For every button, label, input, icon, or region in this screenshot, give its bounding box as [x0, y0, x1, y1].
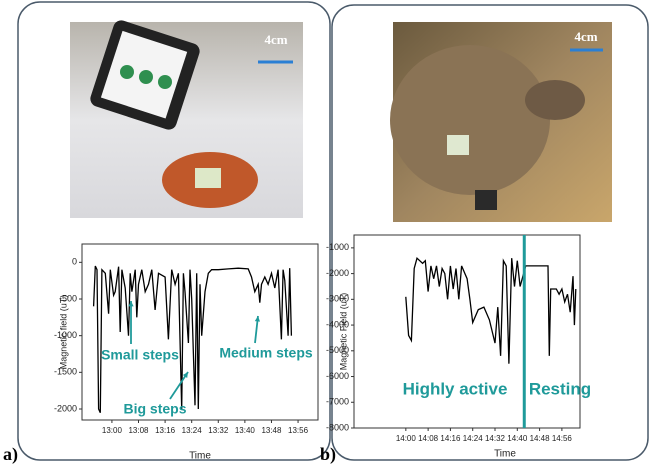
x-tick-label: 14:08 — [418, 434, 439, 443]
annotation: Resting — [529, 379, 591, 398]
x-tick-label: 13:40 — [235, 426, 256, 435]
y-tick-label: -5000 — [326, 345, 349, 355]
annotation-arrowhead — [254, 316, 260, 322]
x-tick-label: 14:16 — [440, 434, 461, 443]
annotation: Big steps — [123, 401, 186, 417]
x-tick-label: 13:00 — [102, 426, 123, 435]
panel-frame — [331, 4, 649, 461]
x-axis-label: Time — [189, 451, 211, 462]
annotation: Medium steps — [219, 345, 313, 361]
x-tick-label: 14:48 — [530, 434, 551, 443]
y-tick-label: -1000 — [54, 330, 77, 340]
annotation-arrowhead — [128, 301, 134, 307]
y-tick-label: -3000 — [326, 294, 349, 304]
x-tick-label: 13:08 — [128, 426, 149, 435]
x-tick-label: 14:24 — [463, 434, 484, 443]
annotation-arrow — [169, 371, 189, 400]
x-tick-label: 14:40 — [507, 434, 528, 443]
y-tick-label: -6000 — [326, 371, 349, 381]
plot-area — [353, 234, 581, 429]
y-tick-label: -500 — [59, 293, 77, 303]
scale-label: 4cm — [264, 32, 287, 47]
x-tick-label: 13:32 — [208, 426, 229, 435]
panel-frame — [17, 1, 331, 461]
x-tick-label: 13:56 — [288, 426, 309, 435]
y-axis-label: Magnetic Field (uT) — [338, 293, 348, 371]
data-line — [92, 265, 293, 413]
annotation: Highly active — [403, 379, 508, 398]
x-axis-label: Time — [494, 449, 516, 460]
y-tick-label: -2000 — [54, 403, 77, 413]
x-tick-label: 14:56 — [552, 434, 573, 443]
photo: 4cm — [390, 22, 612, 222]
plot-area — [81, 243, 319, 421]
y-tick-label: 0 — [72, 257, 77, 267]
panel-label: a) — [3, 444, 18, 465]
annotation: Small steps — [101, 347, 179, 363]
y-tick-label: -1500 — [54, 367, 77, 377]
x-tick-label: 13:16 — [155, 426, 176, 435]
x-tick-label: 13:24 — [182, 426, 203, 435]
panel-label: b) — [320, 444, 336, 465]
scale-label: 4cm — [574, 29, 597, 44]
x-tick-label: 13:48 — [261, 426, 282, 435]
y-tick-label: -2000 — [326, 268, 349, 278]
y-axis-label: Magnetic field (uT) — [58, 295, 68, 370]
x-tick-label: 14:32 — [485, 434, 506, 443]
y-tick-label: -7000 — [326, 397, 349, 407]
x-tick-label: 14:00 — [396, 434, 417, 443]
annotation-arrowhead — [182, 372, 188, 378]
photo: 4cm — [70, 20, 303, 218]
data-line — [405, 257, 577, 364]
y-tick-label: -4000 — [326, 319, 349, 329]
y-tick-label: -1000 — [326, 242, 349, 252]
y-tick-label: -8000 — [326, 422, 349, 432]
